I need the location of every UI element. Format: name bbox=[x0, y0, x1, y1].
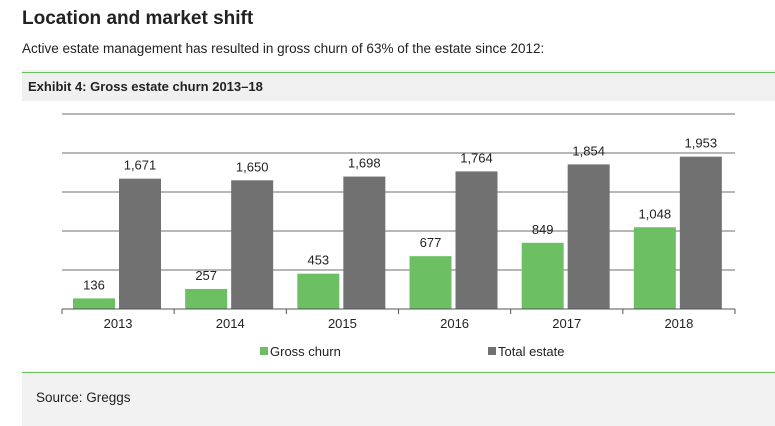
section-title: Location and market shift bbox=[22, 8, 254, 29]
data-label: 677 bbox=[420, 235, 442, 250]
bar-total-estate bbox=[567, 164, 610, 309]
data-label: 1,953 bbox=[685, 136, 718, 151]
bars bbox=[73, 156, 722, 309]
x-axis: 2013 2014 2015 2016 2017 2018 bbox=[61, 308, 736, 331]
x-tick-label: 2013 bbox=[104, 316, 133, 331]
bar-gross-churn bbox=[409, 256, 452, 309]
data-label: 1,698 bbox=[348, 156, 381, 171]
legend-swatch bbox=[488, 347, 496, 355]
bar-gross-churn bbox=[521, 242, 564, 309]
data-label: 1,671 bbox=[124, 158, 157, 173]
bar-gross-churn bbox=[185, 288, 228, 309]
bar-total-estate bbox=[343, 176, 386, 309]
bar-total-estate bbox=[455, 171, 498, 309]
legend-label: Total estate bbox=[498, 344, 565, 359]
data-label: 453 bbox=[307, 253, 329, 268]
legend: Gross churn Total estate bbox=[260, 344, 565, 359]
data-label: 1,854 bbox=[572, 143, 605, 158]
legend-swatch bbox=[260, 347, 268, 355]
legend-label: Gross churn bbox=[270, 344, 341, 359]
x-tick-label: 2014 bbox=[216, 316, 245, 331]
exhibit-panel: Exhibit 4: Gross estate churn 2013–18 13… bbox=[22, 70, 775, 426]
x-tick-label: 2018 bbox=[664, 316, 693, 331]
gridlines bbox=[62, 113, 735, 271]
source-note: Source: Greggs bbox=[36, 390, 131, 405]
bar-total-estate bbox=[231, 180, 274, 309]
x-tick-label: 2016 bbox=[440, 316, 469, 331]
bar-total-estate bbox=[679, 156, 722, 309]
bar-chart: 136 1,671 257 1,650 453 1,698 677 1,764 849 1,854… bbox=[61, 113, 736, 359]
intro-text: Active estate management has resulted in… bbox=[22, 41, 545, 56]
chart-area: 136 1,671 257 1,650 453 1,698 677 1,764 849 1,854… bbox=[22, 101, 775, 371]
data-label: 1,764 bbox=[460, 150, 493, 165]
bar-gross-churn bbox=[73, 298, 115, 309]
data-labels: 136 1,671 257 1,650 453 1,698 677 1,764 849 1,854… bbox=[83, 136, 717, 293]
bar-gross-churn bbox=[297, 273, 340, 309]
data-label: 849 bbox=[532, 222, 554, 237]
source-bar: Source: Greggs bbox=[22, 372, 775, 426]
data-label: 136 bbox=[83, 277, 105, 292]
data-label: 1,048 bbox=[639, 206, 672, 221]
data-label: 257 bbox=[195, 268, 217, 283]
bar-gross-churn bbox=[633, 227, 676, 309]
exhibit-title: Exhibit 4: Gross estate churn 2013–18 bbox=[28, 79, 263, 94]
x-tick-label: 2017 bbox=[552, 316, 581, 331]
exhibit-header: Exhibit 4: Gross estate churn 2013–18 bbox=[22, 72, 775, 102]
data-label: 1,650 bbox=[236, 159, 269, 174]
bar-total-estate bbox=[119, 178, 161, 309]
x-tick-label: 2015 bbox=[328, 316, 357, 331]
